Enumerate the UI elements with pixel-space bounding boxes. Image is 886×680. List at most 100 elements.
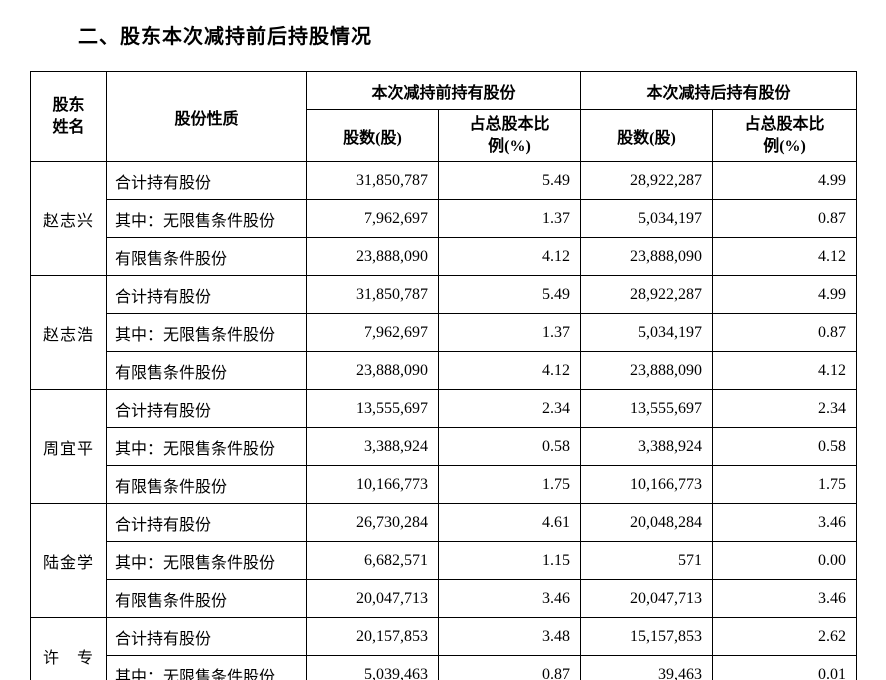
table-row: 许 专合计持有股份20,157,8533.4815,157,8532.62 — [31, 618, 857, 656]
th-after-shares: 股数(股) — [581, 110, 713, 162]
share-type: 其中：无限售条件股份 — [107, 428, 307, 466]
table-row: 有限售条件股份23,888,0904.1223,888,0904.12 — [31, 352, 857, 390]
share-type: 合计持有股份 — [107, 390, 307, 428]
share-type: 其中：无限售条件股份 — [107, 200, 307, 238]
after-shares: 13,555,697 — [581, 390, 713, 428]
share-type: 合计持有股份 — [107, 618, 307, 656]
before-shares: 31,850,787 — [307, 162, 439, 200]
share-type: 其中：无限售条件股份 — [107, 542, 307, 580]
before-pct: 4.12 — [439, 238, 581, 276]
after-shares: 10,166,773 — [581, 466, 713, 504]
share-type: 其中：无限售条件股份 — [107, 314, 307, 352]
after-shares: 23,888,090 — [581, 238, 713, 276]
table-row: 其中：无限售条件股份6,682,5711.155710.00 — [31, 542, 857, 580]
th-name: 股东姓名 — [31, 72, 107, 162]
before-pct: 1.75 — [439, 466, 581, 504]
after-pct: 2.62 — [713, 618, 857, 656]
table-row: 其中：无限售条件股份3,388,9240.583,388,9240.58 — [31, 428, 857, 466]
after-pct: 2.34 — [713, 390, 857, 428]
th-before-group: 本次减持前持有股份 — [307, 72, 581, 110]
share-type: 有限售条件股份 — [107, 466, 307, 504]
after-shares: 28,922,287 — [581, 162, 713, 200]
table-row: 其中：无限售条件股份7,962,6971.375,034,1970.87 — [31, 314, 857, 352]
page-root: 二、股东本次减持前后持股情况 股东姓名 股份性质 本次减持前持有股份 本次减持后… — [0, 0, 886, 680]
share-type: 其中：无限售条件股份 — [107, 656, 307, 680]
before-pct: 1.37 — [439, 314, 581, 352]
before-shares: 23,888,090 — [307, 238, 439, 276]
after-shares: 20,047,713 — [581, 580, 713, 618]
th-type: 股份性质 — [107, 72, 307, 162]
th-before-pct: 占总股本比例(%) — [439, 110, 581, 162]
share-type: 有限售条件股份 — [107, 352, 307, 390]
table-row: 其中：无限售条件股份5,039,4630.8739,4630.01 — [31, 656, 857, 680]
after-shares: 39,463 — [581, 656, 713, 680]
section-heading: 二、股东本次减持前后持股情况 — [78, 20, 856, 49]
before-pct: 5.49 — [439, 276, 581, 314]
after-pct: 0.87 — [713, 314, 857, 352]
before-shares: 6,682,571 — [307, 542, 439, 580]
before-pct: 1.37 — [439, 200, 581, 238]
before-pct: 0.58 — [439, 428, 581, 466]
th-before-pct-text: 占总股本比例(%) — [470, 116, 550, 155]
holder-name: 周宜平 — [31, 390, 107, 504]
after-pct: 4.12 — [713, 352, 857, 390]
before-shares: 31,850,787 — [307, 276, 439, 314]
table-row: 陆金学合计持有股份26,730,2844.6120,048,2843.46 — [31, 504, 857, 542]
table-row: 其中：无限售条件股份7,962,6971.375,034,1970.87 — [31, 200, 857, 238]
holder-name: 赵志浩 — [31, 276, 107, 390]
share-type: 有限售条件股份 — [107, 580, 307, 618]
after-pct: 4.99 — [713, 276, 857, 314]
before-shares: 20,157,853 — [307, 618, 439, 656]
before-shares: 23,888,090 — [307, 352, 439, 390]
before-pct: 2.34 — [439, 390, 581, 428]
after-shares: 3,388,924 — [581, 428, 713, 466]
table-row: 周宜平合计持有股份13,555,6972.3413,555,6972.34 — [31, 390, 857, 428]
after-shares: 571 — [581, 542, 713, 580]
table-row: 有限售条件股份23,888,0904.1223,888,0904.12 — [31, 238, 857, 276]
before-shares: 20,047,713 — [307, 580, 439, 618]
share-type: 有限售条件股份 — [107, 238, 307, 276]
th-after-group: 本次减持后持有股份 — [581, 72, 857, 110]
after-pct: 3.46 — [713, 580, 857, 618]
after-pct: 3.46 — [713, 504, 857, 542]
before-shares: 10,166,773 — [307, 466, 439, 504]
before-pct: 3.48 — [439, 618, 581, 656]
after-shares: 28,922,287 — [581, 276, 713, 314]
after-pct: 0.87 — [713, 200, 857, 238]
after-shares: 15,157,853 — [581, 618, 713, 656]
th-after-pct: 占总股本比例(%) — [713, 110, 857, 162]
before-shares: 5,039,463 — [307, 656, 439, 680]
after-pct: 0.01 — [713, 656, 857, 680]
table-row: 有限售条件股份20,047,7133.4620,047,7133.46 — [31, 580, 857, 618]
before-shares: 7,962,697 — [307, 200, 439, 238]
th-after-pct-text: 占总股本比例(%) — [745, 116, 825, 155]
before-shares: 26,730,284 — [307, 504, 439, 542]
after-pct: 1.75 — [713, 466, 857, 504]
before-shares: 13,555,697 — [307, 390, 439, 428]
after-shares: 20,048,284 — [581, 504, 713, 542]
holder-name: 赵志兴 — [31, 162, 107, 276]
table-head: 股东姓名 股份性质 本次减持前持有股份 本次减持后持有股份 股数(股) 占总股本… — [31, 72, 857, 162]
before-shares: 7,962,697 — [307, 314, 439, 352]
after-pct: 0.58 — [713, 428, 857, 466]
before-shares: 3,388,924 — [307, 428, 439, 466]
holder-name: 陆金学 — [31, 504, 107, 618]
holdings-table: 股东姓名 股份性质 本次减持前持有股份 本次减持后持有股份 股数(股) 占总股本… — [30, 71, 857, 680]
table-row: 赵志兴合计持有股份31,850,7875.4928,922,2874.99 — [31, 162, 857, 200]
th-before-shares: 股数(股) — [307, 110, 439, 162]
share-type: 合计持有股份 — [107, 504, 307, 542]
after-pct: 4.99 — [713, 162, 857, 200]
table-row: 赵志浩合计持有股份31,850,7875.4928,922,2874.99 — [31, 276, 857, 314]
after-shares: 5,034,197 — [581, 200, 713, 238]
table-row: 有限售条件股份10,166,7731.7510,166,7731.75 — [31, 466, 857, 504]
before-pct: 4.61 — [439, 504, 581, 542]
after-shares: 23,888,090 — [581, 352, 713, 390]
before-pct: 1.15 — [439, 542, 581, 580]
holder-name: 许 专 — [31, 618, 107, 680]
after-pct: 4.12 — [713, 238, 857, 276]
before-pct: 5.49 — [439, 162, 581, 200]
share-type: 合计持有股份 — [107, 276, 307, 314]
th-name-text: 股东姓名 — [52, 97, 84, 136]
table-body: 赵志兴合计持有股份31,850,7875.4928,922,2874.99其中：… — [31, 162, 857, 680]
share-type: 合计持有股份 — [107, 162, 307, 200]
